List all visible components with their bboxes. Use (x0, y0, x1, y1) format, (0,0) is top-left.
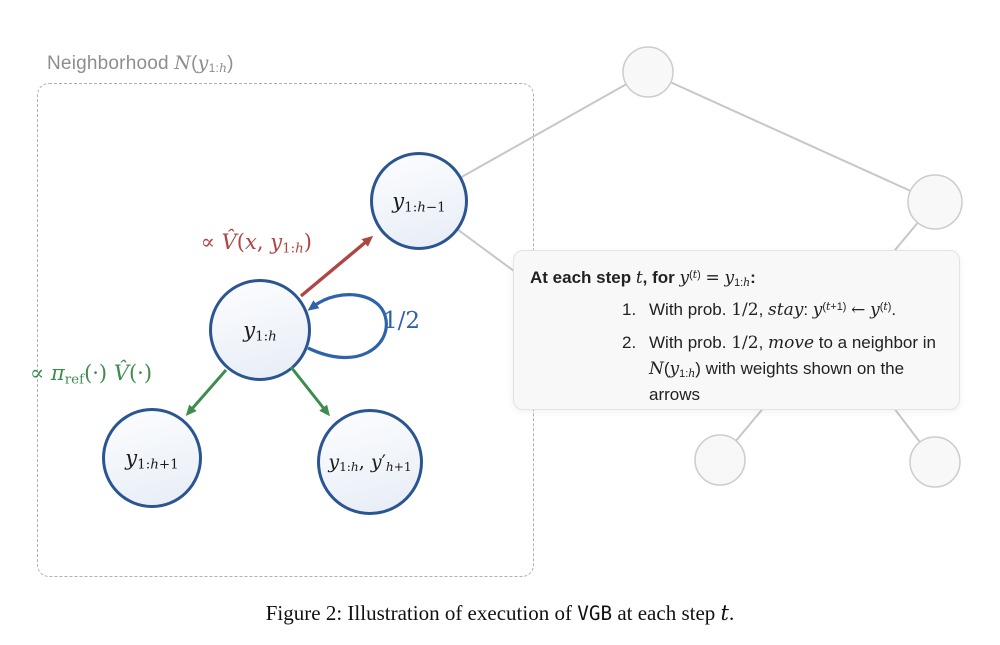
node-label: y1:h+1 (125, 446, 179, 473)
node-label: y1:h, y′h+1 (328, 451, 412, 475)
tree-node-right (907, 174, 963, 230)
info-box-title: At each step t, for y(t) = y1:h: (530, 267, 756, 289)
info-box-item-2: 2. With prob. 1/2, move to a neighbor in… (622, 330, 945, 407)
info-box-item-1: 1. With prob. 1/2, stay: y(t+1) ← y(t). (622, 297, 945, 323)
tree-node-bottom-left (694, 434, 746, 486)
item-number: 2. (622, 333, 637, 352)
tree-node-bottom-right (909, 436, 961, 488)
figure-caption: Figure 2: Illustration of execution of V… (265, 601, 735, 625)
item-text: With prob. 1/2, move to a neighbor in N(… (649, 333, 936, 404)
node-y-1-h-plus-1: y1:h+1 (102, 408, 202, 508)
tree-node-root (622, 46, 674, 98)
node-label: y1:h−1 (392, 189, 446, 216)
stay-probability-label: 1/2 (383, 308, 421, 334)
down-weight-label: ∝ πref(·) V̂(·) (30, 361, 153, 388)
item-text: With prob. 1/2, stay: y(t+1) ← y(t). (649, 299, 897, 320)
neighborhood-label: Neighborhood N(y1:h) (47, 52, 234, 76)
node-y-1-h-minus-1: y1:h−1 (370, 152, 468, 250)
up-weight-label: ∝ V̂(x, y1:h) (200, 230, 312, 257)
node-y-1-h-yprime: y1:h, y′h+1 (317, 409, 423, 515)
item-number: 1. (622, 300, 637, 319)
tree-edge-root-right (647, 71, 936, 203)
node-label: y1:h (243, 318, 277, 345)
algorithm-info-box: At each step t, for y(t) = y1:h: 1. With… (513, 250, 960, 410)
